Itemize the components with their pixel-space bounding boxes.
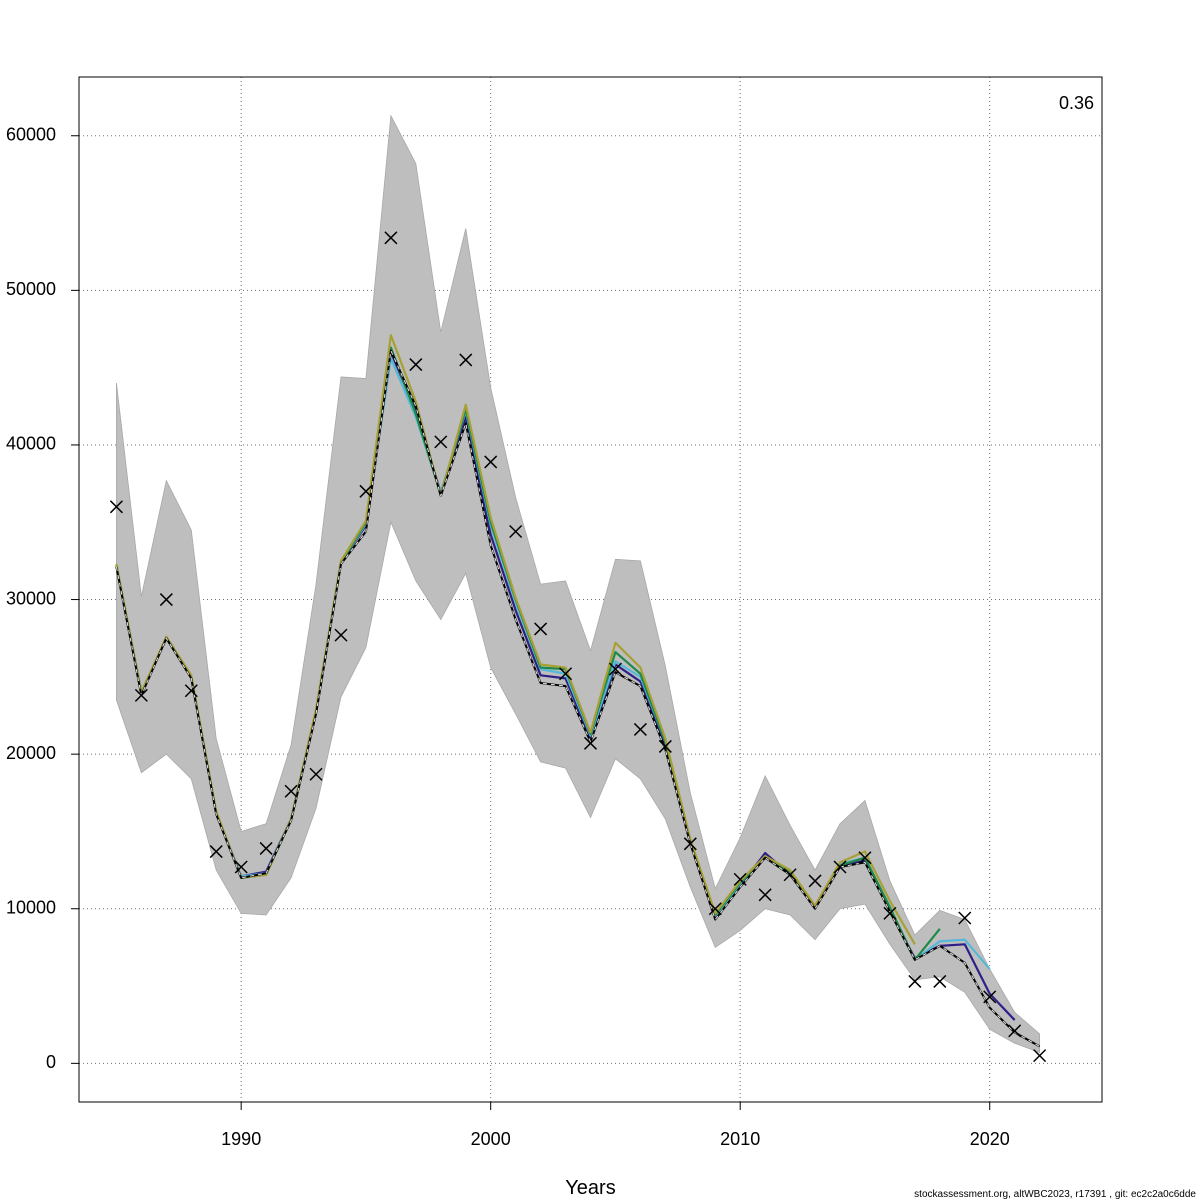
observation-point [334,628,348,642]
observation-point [733,872,747,886]
observation-point [683,837,697,851]
observation-point [134,688,148,702]
observation-point [509,524,523,539]
observation-point [833,860,847,874]
observation-markers [109,231,1047,1063]
observation-point [409,358,423,372]
observation-point [1033,1049,1047,1063]
observation-point [534,622,548,636]
y-tick-label: 10000 [6,897,56,917]
x-tick-label: 2010 [720,1129,760,1149]
y-tick-label: 60000 [6,124,56,144]
observation-point [159,593,173,607]
observation-point [783,868,797,882]
observation-point [459,353,473,367]
observation-point [384,231,398,245]
confidence-band-area [116,114,1041,1054]
observation-point [184,684,198,698]
plot-frame [78,76,1103,1103]
y-tick-label: 0 [46,1052,56,1072]
y-axis: 0 10000 20000 30000 40000 50000 60000 [6,124,79,1072]
observation-point [958,911,972,925]
x-tick-label: 2000 [471,1129,511,1149]
x-tick-label: 2020 [970,1129,1010,1149]
observation-point [808,874,822,888]
observation-point [484,455,498,469]
observation-point [658,739,672,753]
observation-point [259,841,273,855]
observation-point [858,851,872,865]
annotation-label: 0.36 [1059,93,1094,113]
observation-point [234,860,248,874]
x-tick-label: 1990 [221,1129,261,1149]
series-line-dashed [115,348,1040,1047]
confidence-band [116,114,1041,1054]
y-tick-label: 50000 [6,279,56,299]
footer-credit: stockassessment.org, altWBC2023, r17391 … [914,1189,1196,1200]
observation-point [908,974,922,988]
observation-point [583,736,598,750]
y-tick-label: 30000 [6,588,56,608]
observation-point [284,784,298,798]
observation-point [633,722,647,736]
y-tick-label: 20000 [6,743,56,763]
observation-point [359,484,373,498]
observation-point [608,662,622,676]
observation-point [559,667,573,681]
observation-point [209,845,223,859]
observation-point [309,767,323,781]
observation-point [708,902,722,916]
x-axis: 1990 2000 2010 2020 [221,1102,1010,1149]
y-tick-label: 40000 [6,434,56,454]
observation-point [434,435,448,449]
observation-point [109,500,123,514]
observation-point [883,906,897,920]
observation-point [983,990,997,1004]
observation-point [933,974,947,988]
x-axis-title: Years [565,1177,615,1199]
observation-point [1008,1024,1022,1038]
observation-point [758,888,772,902]
